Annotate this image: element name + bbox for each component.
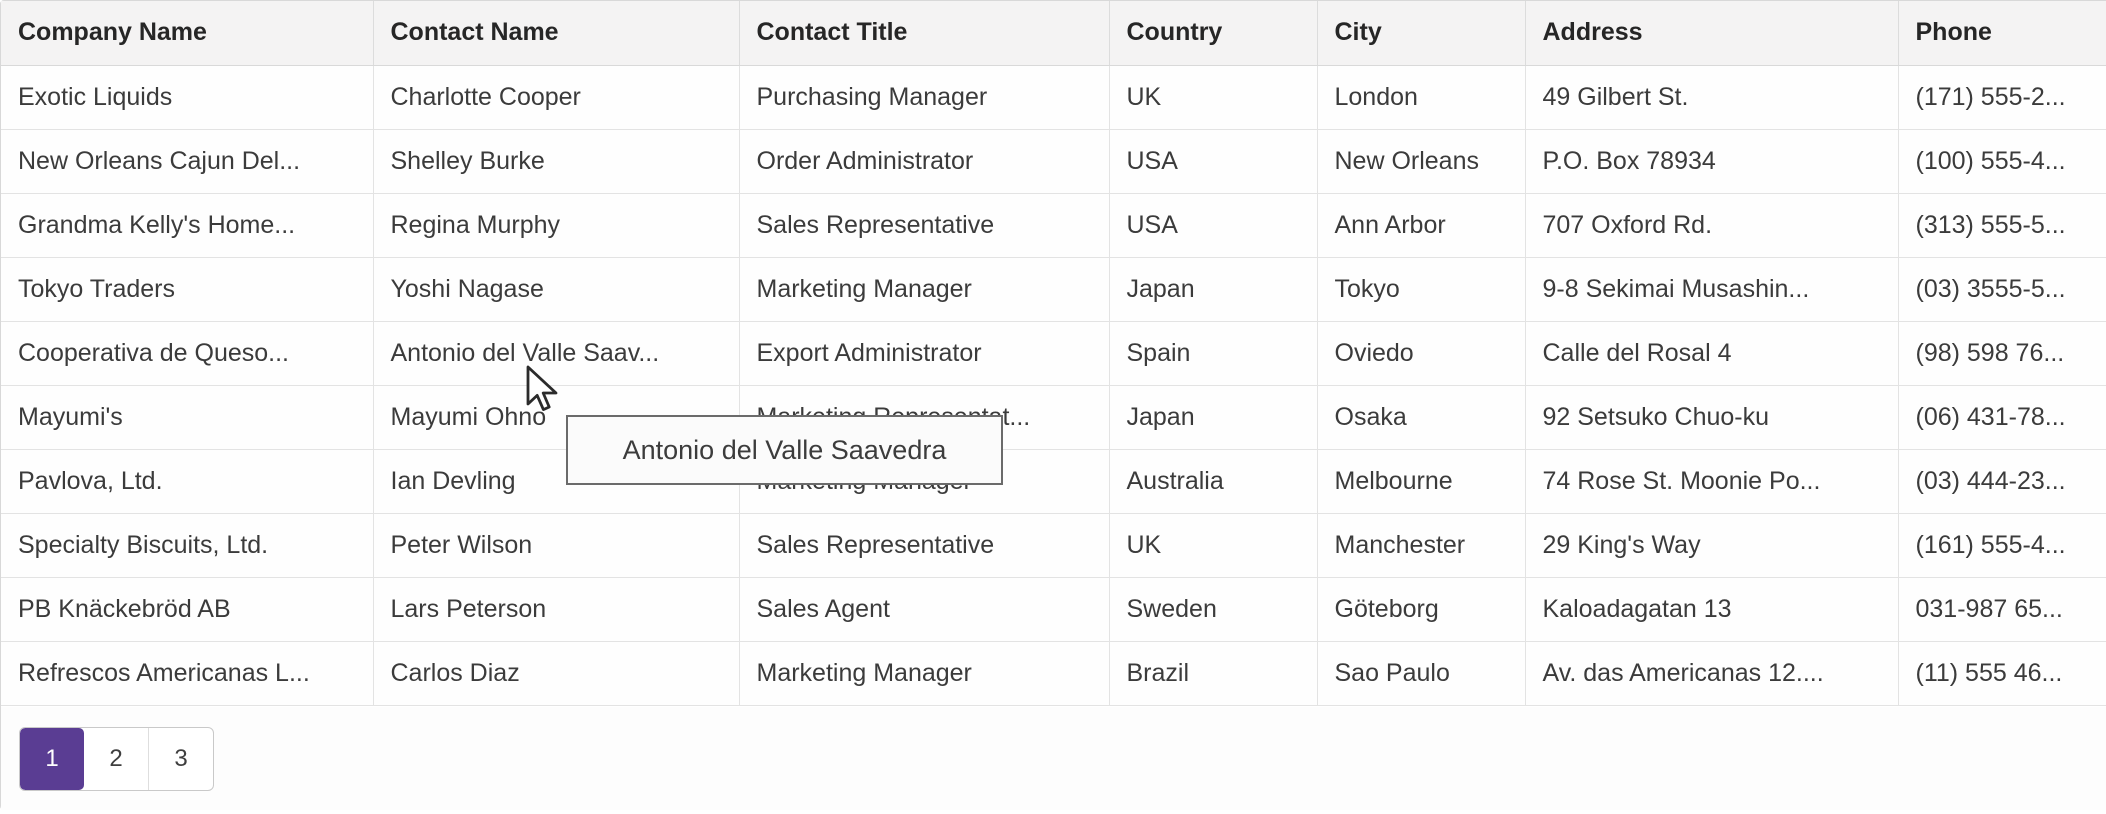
pager-bar: 1 2 3 — [1, 707, 2106, 810]
column-header-company-name[interactable]: Company Name — [1, 1, 374, 66]
table-cell[interactable]: Spain — [1109, 321, 1318, 386]
table-cell[interactable]: Charlotte Cooper — [373, 65, 740, 130]
column-header-contact-name[interactable]: Contact Name — [373, 1, 740, 66]
table-cell[interactable]: (161) 555-4... — [1898, 513, 2106, 578]
table-cell[interactable]: Purchasing Manager — [739, 65, 1110, 130]
table-row: Pavlova, Ltd.Ian DevlingMarketing Manage… — [1, 449, 2106, 514]
table-cell[interactable]: UK — [1109, 513, 1318, 578]
table-cell[interactable]: London — [1317, 65, 1526, 130]
table-cell[interactable]: USA — [1109, 193, 1318, 258]
table-row: Refrescos Americanas L... Carlos Diaz Mark… — [1, 641, 2106, 706]
column-header-address[interactable]: Address — [1525, 1, 1899, 66]
table-cell[interactable]: Pavlova, Ltd. — [1, 449, 374, 514]
table-cell[interactable]: 74 Rose St. Moonie Po... — [1525, 449, 1899, 514]
table-cell[interactable]: (171) 555-2... — [1898, 65, 2106, 130]
table-cell[interactable]: Antonio del Valle Saav... — [373, 321, 740, 386]
table-row: New Orleans Cajun Del... Shelley Burke Ord… — [1, 129, 2106, 194]
table-cell[interactable]: Marketing Manager — [739, 257, 1110, 322]
table-cell[interactable]: Carlos Diaz — [373, 641, 740, 706]
table-cell[interactable]: Sweden — [1109, 577, 1318, 642]
pager-page-group: 1 2 3 — [19, 727, 214, 791]
table-cell[interactable]: Shelley Burke — [373, 129, 740, 194]
table-row: Grandma Kelly's Home... Regina Murphy Sale… — [1, 193, 2106, 258]
table-row: PB Knäckebröd AB Lars Peterson Sales Agent… — [1, 577, 2106, 642]
table-cell[interactable]: Brazil — [1109, 641, 1318, 706]
table-cell[interactable]: Exotic Liquids — [1, 65, 374, 130]
table-cell[interactable]: Osaka — [1317, 385, 1526, 450]
table-cell[interactable]: Göteborg — [1317, 577, 1526, 642]
table-cell[interactable]: Japan — [1109, 385, 1318, 450]
table-cell[interactable]: New Orleans Cajun Del... — [1, 129, 374, 194]
table-row: Exotic Liquids Charlotte Cooper Purchasing… — [1, 65, 2106, 130]
table-cell[interactable]: Refrescos Americanas L... — [1, 641, 374, 706]
table-cell[interactable]: PB Knäckebröd AB — [1, 577, 374, 642]
pager-page-2[interactable]: 2 — [84, 728, 149, 790]
table-cell[interactable]: 49 Gilbert St. — [1525, 65, 1899, 130]
table-cell[interactable]: Lars Peterson — [373, 577, 740, 642]
table-cell[interactable]: Regina Murphy — [373, 193, 740, 258]
table-cell[interactable]: 707 Oxford Rd. — [1525, 193, 1899, 258]
table-cell[interactable]: Kaloadagatan 13 — [1525, 577, 1899, 642]
column-header-contact-title[interactable]: Contact Title — [739, 1, 1110, 66]
tooltip: Antonio del Valle Saavedra — [566, 415, 1003, 485]
table-cell[interactable]: Grandma Kelly's Home... — [1, 193, 374, 258]
table-cell[interactable]: 29 King's Way — [1525, 513, 1899, 578]
table-cell[interactable]: P.O. Box 78934 — [1525, 129, 1899, 194]
table-cell[interactable]: Tokyo Traders — [1, 257, 374, 322]
table-cell[interactable]: Sao Paulo — [1317, 641, 1526, 706]
column-header-phone[interactable]: Phone — [1898, 1, 2106, 66]
table-cell[interactable]: Export Administrator — [739, 321, 1110, 386]
table-cell[interactable]: Cooperativa de Queso... — [1, 321, 374, 386]
table-cell[interactable]: Av. das Americanas 12.... — [1525, 641, 1899, 706]
table-cell[interactable]: Oviedo — [1317, 321, 1526, 386]
table-cell[interactable]: (03) 3555-5... — [1898, 257, 2106, 322]
table-cell[interactable]: (313) 555-5... — [1898, 193, 2106, 258]
table-cell[interactable]: 031-987 65... — [1898, 577, 2106, 642]
table-cell[interactable]: (11) 555 46... — [1898, 641, 2106, 706]
table-row: Specialty Biscuits, Ltd. Peter Wilson Sale… — [1, 513, 2106, 578]
table-row: Tokyo Traders Yoshi Nagase Marketing Manag… — [1, 257, 2106, 322]
tooltip-text: Antonio del Valle Saavedra — [622, 434, 947, 465]
table-cell[interactable]: UK — [1109, 65, 1318, 130]
pager-page-3[interactable]: 3 — [174, 745, 188, 772]
grid-body: Exotic Liquids Charlotte Cooper Purchasing… — [1, 65, 2106, 706]
table-row: Cooperativa de Queso... Antonio del Valle… — [1, 321, 2106, 386]
header-row: Company Name Contact Name Contact Title … — [1, 1, 2106, 66]
table-cell[interactable]: New Orleans — [1317, 129, 1526, 194]
table-cell[interactable]: Sales Agent — [739, 577, 1110, 642]
table-cell[interactable]: 9-8 Sekimai Musashin... — [1525, 257, 1899, 322]
table-cell[interactable]: Sales Representative — [739, 513, 1110, 578]
table-cell[interactable]: (98) 598 76... — [1898, 321, 2106, 386]
table-cell[interactable]: Order Administrator — [739, 129, 1110, 194]
table-cell[interactable]: Marketing Manager — [739, 641, 1110, 706]
table-cell[interactable]: (03) 444-23... — [1898, 449, 2106, 514]
table-cell[interactable]: Melbourne — [1317, 449, 1526, 514]
table-cell[interactable]: Mayumi's — [1, 385, 374, 450]
grid-header: Company Name Contact Name Contact Title … — [1, 1, 2106, 66]
table-cell[interactable]: Tokyo — [1317, 257, 1526, 322]
table-cell[interactable]: (100) 555-4... — [1898, 129, 2106, 194]
pager-page-1[interactable]: 1 — [20, 728, 84, 790]
table-cell[interactable]: 92 Setsuko Chuo-ku — [1525, 385, 1899, 450]
table-cell[interactable]: Yoshi Nagase — [373, 257, 740, 322]
table-cell[interactable]: Ann Arbor — [1317, 193, 1526, 258]
table-cell[interactable]: Peter Wilson — [373, 513, 740, 578]
table-cell[interactable]: Specialty Biscuits, Ltd. — [1, 513, 374, 578]
table-cell[interactable]: Sales Representative — [739, 193, 1110, 258]
table-cell[interactable]: Manchester — [1317, 513, 1526, 578]
table-cell[interactable]: Calle del Rosal 4 — [1525, 321, 1899, 386]
table-cell[interactable]: Japan — [1109, 257, 1318, 322]
table-cell[interactable]: (06) 431-78... — [1898, 385, 2106, 450]
column-header-country[interactable]: Country — [1109, 1, 1318, 66]
column-header-city[interactable]: City — [1317, 1, 1526, 66]
table-cell[interactable]: Australia — [1109, 449, 1318, 514]
table-cell[interactable]: USA — [1109, 129, 1318, 194]
grid-table: Company Name Contact Name Contact Title … — [1, 1, 2106, 706]
